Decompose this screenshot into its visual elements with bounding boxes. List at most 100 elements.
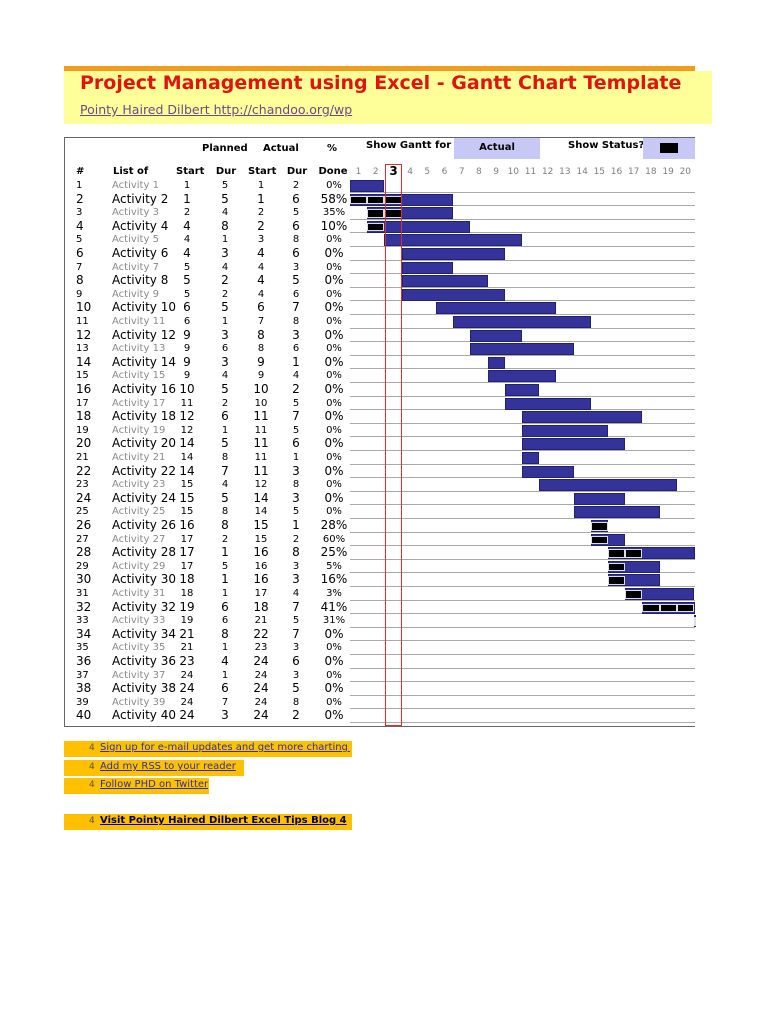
activity-name: Activity 3 (112, 207, 159, 219)
activity-name: Activity 21 (112, 452, 166, 463)
activity-name: Activity 38 (112, 681, 176, 696)
header-number: # (76, 166, 85, 177)
activity-name: Activity 15 (112, 370, 166, 382)
planned-duration: 5 (221, 180, 229, 191)
activity-name: Activity 1 (112, 180, 159, 191)
actual-duration: 5 (292, 615, 300, 627)
link-row-twitter[interactable]: 4 Follow PHD on Twitter (64, 778, 209, 794)
percent-done: 35% (322, 207, 346, 219)
activity-number: 14 (76, 354, 92, 369)
activity-number: 1 (76, 180, 83, 191)
planned-start: 5 (183, 261, 191, 273)
email-updates-link[interactable]: Sign up for e-mail updates and get more … (100, 742, 350, 753)
actual-start: 11 (253, 409, 269, 424)
table-row: 16 Activity 16 10 5 10 2 0% (64, 383, 695, 397)
activity-name: Activity 14 (112, 354, 176, 369)
percent-done: 0% (324, 246, 344, 260)
gantt-gridline (350, 274, 695, 288)
link-arrow-icon: 4 (89, 816, 95, 826)
percent-done: 0% (326, 261, 342, 273)
table-row: 6 Activity 6 4 3 4 6 0% (64, 247, 695, 261)
activity-number: 34 (76, 626, 92, 641)
planned-start: 24 (180, 669, 194, 681)
percent-done: 0% (326, 180, 342, 191)
table-row: 32 Activity 32 19 6 18 7 41% (64, 599, 695, 615)
actual-duration: 8 (292, 316, 300, 327)
author-link[interactable]: Pointy Haired Dilbert http://chandoo.org… (80, 102, 353, 117)
percent-done: 0% (326, 343, 342, 355)
percent-done: 0% (326, 397, 342, 409)
activity-number: 38 (76, 681, 92, 696)
activity-name: Activity 22 (112, 463, 176, 478)
link-row-email[interactable]: 4 Sign up for e-mail updates and get mor… (64, 741, 352, 757)
twitter-link[interactable]: Follow PHD on Twitter (100, 779, 208, 790)
activity-name: Activity 32 (112, 599, 176, 614)
planned-duration: 4 (221, 479, 229, 491)
actual-duration: 7 (292, 599, 300, 614)
actual-duration: 6 (292, 288, 300, 300)
header-planned: Planned (202, 143, 248, 154)
table-row: 3 Activity 3 2 4 2 5 35% (64, 206, 695, 220)
activity-name: Activity 25 (112, 506, 166, 518)
gantt-gridline (350, 465, 695, 479)
planned-duration: 4 (221, 261, 229, 273)
activity-number: 8 (76, 273, 84, 288)
activity-number: 11 (76, 316, 89, 327)
planned-start: 5 (183, 288, 191, 300)
actual-start: 24 (254, 696, 268, 708)
gantt-gridline (350, 601, 695, 615)
day-tick: 12 (541, 167, 554, 177)
planned-start: 19 (180, 615, 194, 627)
activity-name: Activity 39 (112, 696, 166, 708)
actual-start: 24 (254, 669, 268, 681)
gantt-gridline (350, 193, 695, 207)
activity-number: 37 (76, 669, 89, 681)
activity-name: Activity 35 (112, 642, 166, 654)
actual-duration: 4 (292, 588, 300, 599)
actual-start: 11 (254, 452, 268, 463)
table-row: 12 Activity 12 9 3 8 3 0% (64, 328, 695, 343)
day-tick: 18 (645, 167, 657, 177)
gantt-gridline (350, 369, 695, 383)
gantt-for-dropdown[interactable]: Actual (454, 138, 540, 159)
gantt-gridline (350, 342, 695, 356)
activity-name: Activity 2 (112, 191, 169, 206)
planned-start: 19 (179, 599, 195, 614)
page-title: Project Management using Excel - Gantt C… (80, 72, 682, 94)
planned-duration: 4 (221, 207, 229, 219)
activity-number: 31 (76, 588, 89, 599)
activity-name: Activity 29 (112, 560, 166, 572)
planned-duration: 6 (221, 681, 229, 696)
gantt-gridline (350, 628, 695, 642)
gantt-gridline (350, 356, 695, 370)
actual-start: 2 (257, 207, 265, 219)
table-row: 7 Activity 7 5 4 4 3 0% (64, 261, 695, 275)
actual-start: 14 (254, 506, 268, 518)
actual-duration: 5 (292, 424, 300, 436)
gantt-gridline (350, 301, 695, 315)
percent-done: 0% (326, 316, 342, 327)
link-row-blog[interactable]: 4 Visit Pointy Haired Dilbert Excel Tips… (64, 814, 352, 830)
actual-duration: 3 (292, 560, 300, 572)
activity-number: 16 (76, 382, 92, 396)
activity-number: 22 (76, 463, 92, 478)
activity-number: 26 (76, 518, 92, 532)
planned-start: 14 (179, 463, 195, 478)
percent-done: 0% (326, 506, 342, 518)
planned-start: 4 (183, 246, 191, 260)
percent-done: 0% (324, 708, 344, 723)
activity-number: 10 (76, 300, 92, 315)
link-row-rss[interactable]: 4 Add my RSS to your reader (64, 760, 244, 776)
day-tick: 7 (458, 167, 465, 177)
planned-start: 24 (179, 708, 195, 723)
rss-link[interactable]: Add my RSS to your reader (100, 761, 236, 772)
percent-done: 0% (326, 696, 342, 708)
percent-done: 0% (324, 354, 344, 369)
table-row: 37 Activity 37 24 1 24 3 0% (64, 669, 695, 683)
activity-name: Activity 10 (112, 300, 176, 315)
planned-start: 18 (179, 572, 195, 587)
blog-link[interactable]: Visit Pointy Haired Dilbert Excel Tips B… (100, 815, 347, 826)
gantt-gridline (350, 437, 695, 451)
actual-start: 24 (253, 681, 269, 696)
actual-start: 4 (257, 273, 265, 288)
